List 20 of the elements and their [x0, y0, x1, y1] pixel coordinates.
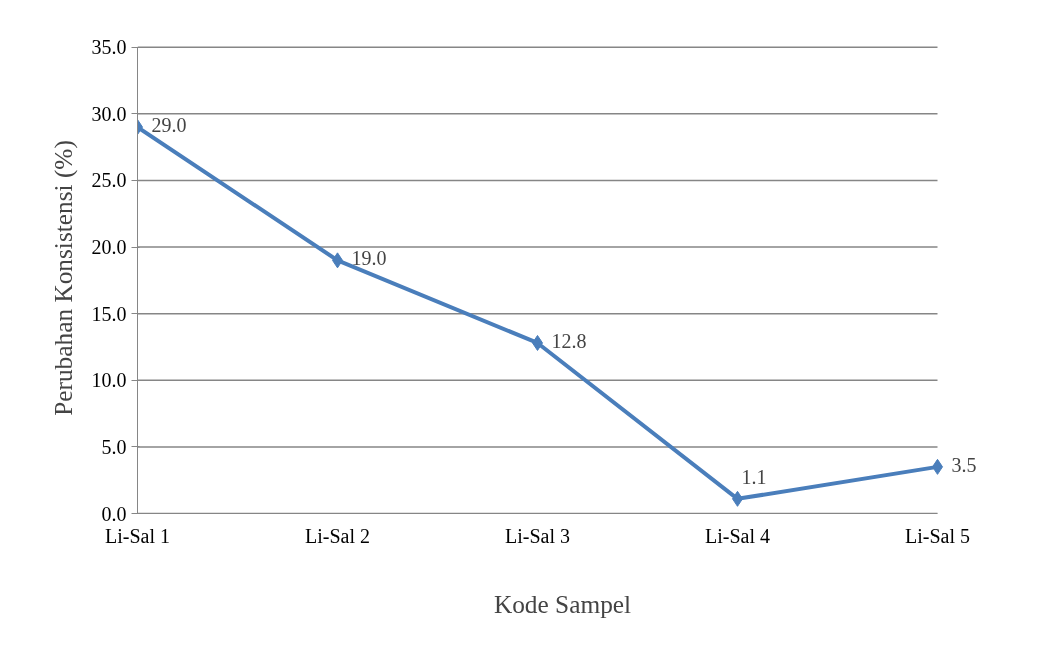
y-tick-label: 5.0	[101, 435, 127, 458]
data-label: 12.8	[551, 329, 587, 352]
y-tick-label: 10.0	[91, 369, 127, 392]
x-tick-label: Li-Sal 3	[505, 524, 570, 547]
data-label: 1.1	[741, 465, 767, 488]
y-tick-label: 30.0	[91, 102, 127, 125]
x-tick-label: Li-Sal 5	[905, 524, 970, 547]
x-axis-title: Kode Sampel	[493, 589, 632, 618]
x-tick-label: Li-Sal 4	[705, 524, 770, 547]
y-tick-label: 0.0	[101, 502, 127, 525]
y-tick-label: 25.0	[91, 169, 127, 192]
x-tick-label: Li-Sal 1	[105, 524, 170, 547]
x-tick-label: Li-Sal 2	[305, 524, 370, 547]
y-tick-label: 20.0	[91, 236, 127, 259]
data-label: 29.0	[151, 114, 187, 137]
y-tick-label: 15.0	[91, 302, 127, 325]
y-axis-title: Perubahan Konsistensi (%)	[48, 140, 78, 416]
data-label: 19.0	[351, 247, 387, 270]
y-tick-label: 35.0	[91, 36, 127, 59]
data-label: 3.5	[951, 453, 977, 476]
